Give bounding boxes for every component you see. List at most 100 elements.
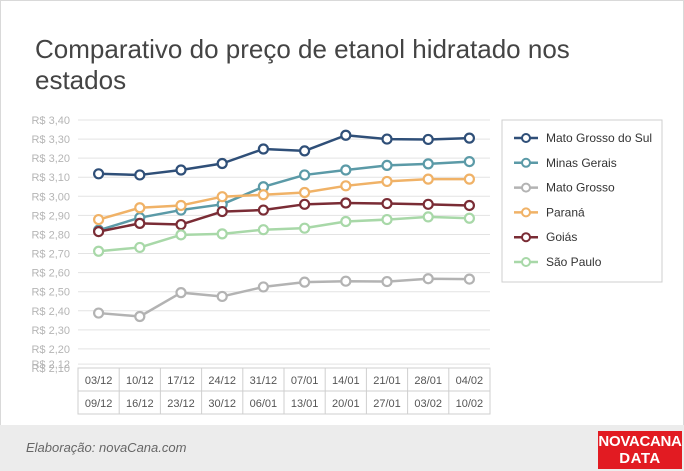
data-point bbox=[175, 229, 187, 241]
data-point bbox=[257, 281, 269, 293]
y-tick-label: R$ 2,30 bbox=[31, 325, 70, 337]
data-point bbox=[340, 275, 352, 287]
legend-label: Minas Gerais bbox=[546, 156, 617, 170]
legend-swatch-marker bbox=[521, 257, 531, 267]
data-point bbox=[340, 197, 352, 209]
legend-label: Paraná bbox=[546, 205, 585, 219]
data-point bbox=[299, 169, 311, 181]
x-tick-label-start: 17/12 bbox=[167, 375, 195, 387]
data-point bbox=[463, 132, 475, 144]
x-tick-label-end: 23/12 bbox=[167, 398, 195, 410]
data-point bbox=[216, 228, 228, 240]
data-point bbox=[381, 275, 393, 288]
x-tick-label-start: 07/01 bbox=[291, 375, 319, 387]
data-point bbox=[175, 218, 187, 231]
x-tick-label-end: 09/12 bbox=[85, 398, 113, 410]
data-point bbox=[422, 133, 434, 146]
x-tick-label-start: 24/12 bbox=[208, 375, 236, 387]
data-point bbox=[299, 276, 311, 288]
x-tick-label-end: 20/01 bbox=[332, 398, 360, 410]
series-line bbox=[98, 277, 470, 318]
data-point bbox=[422, 211, 434, 223]
y-tick-label: R$ 3,40 bbox=[31, 115, 70, 127]
data-point bbox=[463, 155, 475, 168]
data-point bbox=[422, 198, 434, 210]
x-tick-label-start: 10/12 bbox=[126, 375, 154, 387]
data-point bbox=[340, 180, 352, 192]
data-point bbox=[216, 191, 228, 203]
data-point bbox=[340, 129, 352, 141]
data-point bbox=[257, 143, 269, 155]
x-tick-label-end: 30/12 bbox=[208, 398, 236, 410]
y-tick-label: R$ 2,60 bbox=[31, 268, 70, 280]
data-point bbox=[134, 217, 146, 229]
data-point bbox=[92, 168, 105, 180]
data-point bbox=[422, 173, 434, 185]
legend-swatch-marker bbox=[521, 232, 531, 243]
data-point bbox=[92, 307, 105, 319]
line-chart: R$ 3,40 R$ 3,30 R$ 3,20 R$ 3,10 R$ 3,00 R$ 2,… bbox=[31, 115, 663, 415]
data-point bbox=[381, 197, 393, 210]
data-point bbox=[381, 159, 393, 172]
legend-swatch-marker bbox=[521, 133, 531, 143]
x-tick-label-start: 21/01 bbox=[373, 375, 401, 387]
y-tick-label: R$ 2,80 bbox=[31, 229, 70, 241]
x-tick-label-start: 03/12 bbox=[85, 375, 113, 387]
legend-swatch-marker bbox=[521, 157, 531, 168]
data-point bbox=[422, 273, 434, 285]
data-point bbox=[216, 290, 228, 303]
y-tick-label: R$ 3,10 bbox=[31, 172, 70, 184]
legend-label: Mato Grosso do Sul bbox=[546, 131, 652, 145]
data-point bbox=[299, 186, 311, 199]
data-point bbox=[134, 202, 146, 214]
data-point bbox=[340, 164, 352, 176]
x-tick-label-start: 14/01 bbox=[332, 375, 360, 387]
y-tick-label: R$ 2,50 bbox=[31, 287, 70, 299]
series-line bbox=[98, 215, 470, 253]
x-tick-label-end: 03/02 bbox=[414, 398, 442, 410]
legend-label: Goiás bbox=[546, 230, 577, 244]
data-point bbox=[216, 205, 228, 218]
chart-title: Comparativo do preço de etanol hidratado… bbox=[35, 34, 570, 95]
brand-line-2: DATA bbox=[619, 450, 661, 467]
data-point bbox=[175, 164, 187, 176]
data-point bbox=[299, 222, 311, 234]
data-point bbox=[257, 189, 269, 201]
data-point bbox=[134, 310, 146, 323]
x-tick-label-end: 16/12 bbox=[126, 398, 154, 410]
x-tick-label-end: 06/01 bbox=[250, 398, 278, 410]
footer-credit: Elaboração: novaCana.com bbox=[26, 440, 187, 455]
data-point bbox=[92, 226, 105, 238]
y-tick-label: R$ 3,30 bbox=[31, 134, 70, 146]
data-point bbox=[92, 245, 105, 257]
data-point bbox=[175, 199, 187, 212]
data-point bbox=[381, 133, 393, 145]
data-point bbox=[463, 199, 475, 212]
legend-swatch-marker bbox=[521, 207, 531, 218]
footer: Elaboração: novaCana.com NOVACANA DATA bbox=[0, 425, 684, 471]
data-point bbox=[463, 173, 475, 185]
series-line bbox=[98, 177, 470, 221]
y-tick-label: R$ 3,20 bbox=[31, 153, 70, 165]
x-tick-label-start: 04/02 bbox=[456, 375, 484, 387]
series-line bbox=[98, 134, 470, 177]
brand-line-1: NOVACANA bbox=[598, 433, 682, 450]
y-tick-label: R$ 2,90 bbox=[31, 210, 70, 222]
x-tick-label-start: 28/01 bbox=[414, 375, 442, 387]
legend-swatch-marker bbox=[521, 182, 531, 193]
x-tick-label-start: 31/12 bbox=[250, 375, 278, 387]
series-line bbox=[98, 160, 470, 232]
data-point bbox=[381, 213, 393, 226]
data-point bbox=[257, 204, 269, 216]
series-line bbox=[98, 201, 470, 233]
data-point bbox=[463, 273, 475, 285]
legend-label: Mato Grosso bbox=[546, 181, 615, 195]
x-tick-label-end: 10/02 bbox=[456, 398, 484, 410]
legend-label: São Paulo bbox=[546, 255, 602, 269]
data-point bbox=[175, 287, 187, 299]
data-point bbox=[299, 145, 311, 157]
legend-box bbox=[501, 119, 663, 283]
data-point bbox=[340, 215, 352, 228]
y-tick-label: R$ 2,70 bbox=[31, 249, 70, 261]
y-tick-label: R$ 3,00 bbox=[31, 191, 70, 203]
